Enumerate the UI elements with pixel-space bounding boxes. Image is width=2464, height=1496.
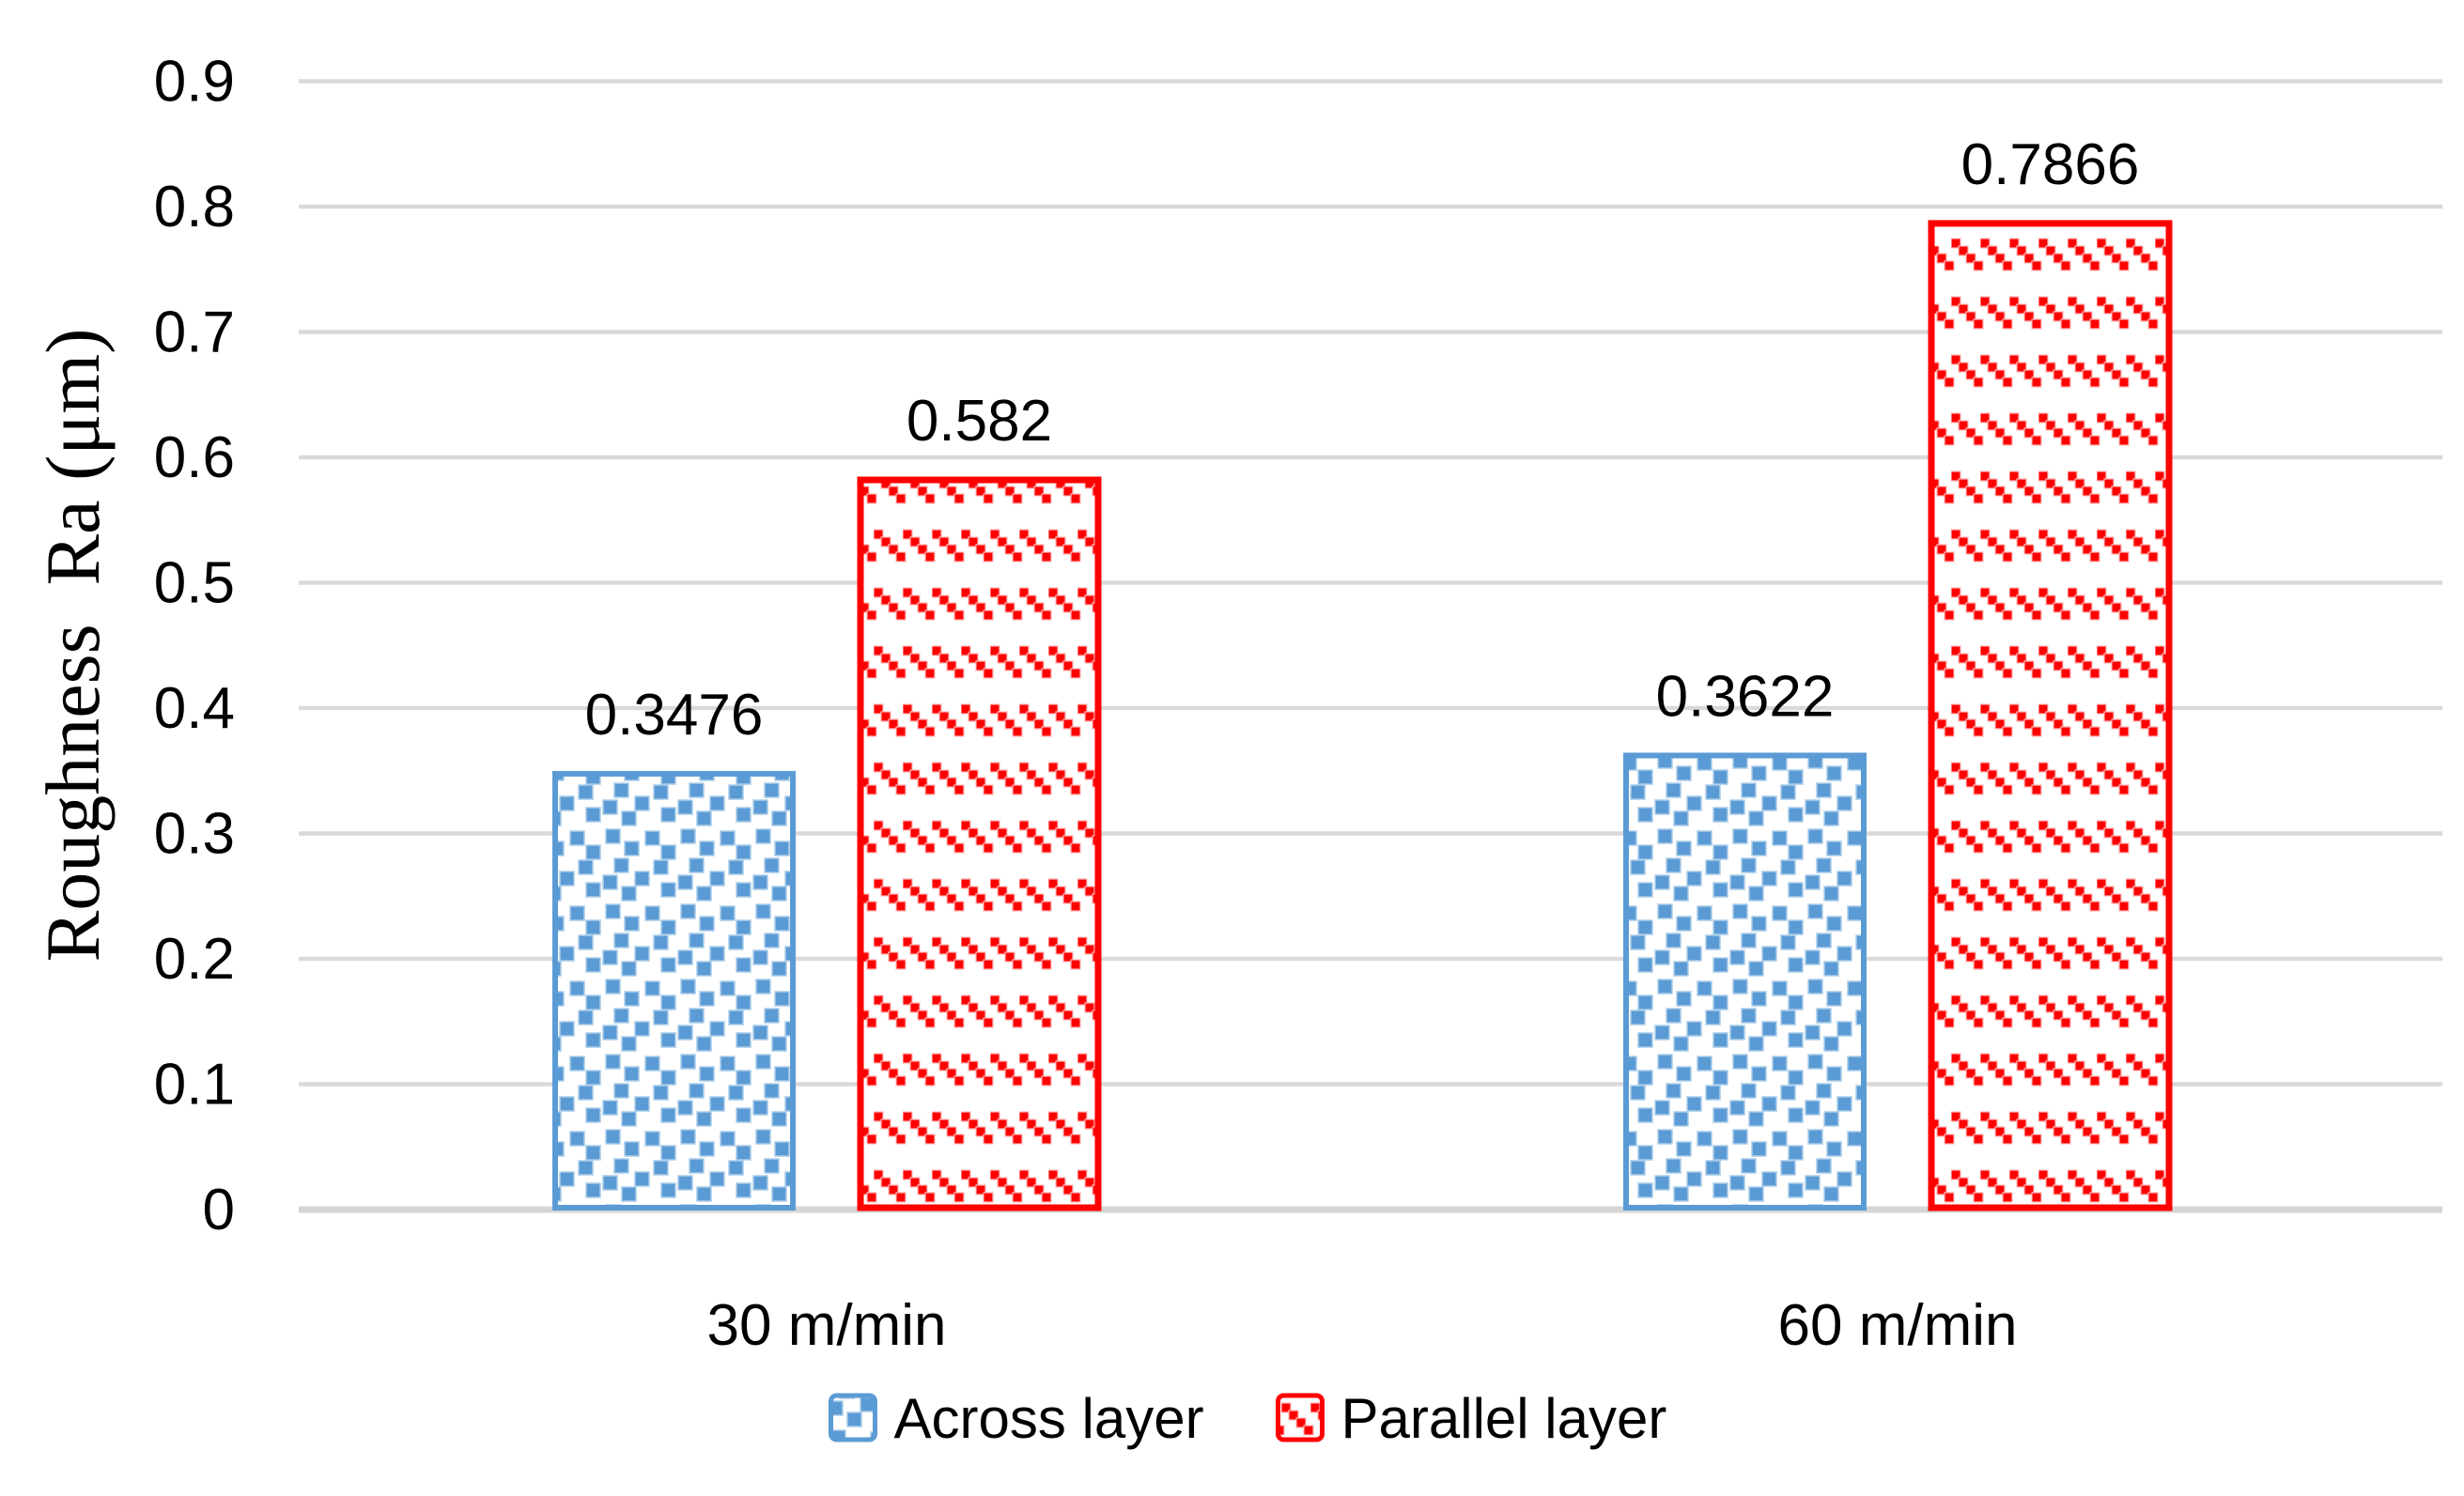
y-tick-label: 0.4	[154, 676, 235, 741]
y-tick-label: 0	[203, 1178, 235, 1242]
data-label: 0.3622	[1656, 664, 1835, 729]
legend: Across layer Parallel layer	[829, 1387, 1667, 1450]
category-label: 30 m/min	[707, 1293, 947, 1358]
y-tick-label: 0.2	[154, 927, 235, 992]
bar-parallel-layer-60m/min	[1928, 220, 2173, 1211]
y-axis-tick-labels: 0 0.1 0.2 0.3 0.4 0.5 0.6 0.7 0.8 0.9	[154, 50, 235, 1243]
data-label: 0.3476	[585, 683, 764, 748]
legend-label: Across layer	[894, 1387, 1204, 1450]
y-tick-label: 0.9	[154, 50, 235, 115]
y-axis-title: Roughness Ra (μm)	[30, 329, 116, 963]
data-label: 0.582	[907, 389, 1052, 454]
bar-across-layer-60m/min	[1623, 752, 1867, 1211]
bars	[552, 220, 2173, 1211]
y-tick-label: 0.6	[154, 425, 235, 490]
data-label: 0.7866	[1961, 132, 2140, 197]
bar-parallel-layer-30m/min	[857, 476, 1102, 1211]
category-label: 60 m/min	[1778, 1293, 2018, 1358]
data-labels: 0.3476 0.3622 0.582 0.7866	[585, 132, 2140, 748]
legend-item-across-layer: Across layer	[829, 1387, 1204, 1450]
y-tick-label: 0.8	[154, 175, 235, 239]
y-tick-label: 0.1	[154, 1053, 235, 1118]
y-tick-label: 0.3	[154, 802, 235, 867]
legend-swatch	[1276, 1393, 1325, 1442]
legend-label: Parallel layer	[1341, 1387, 1667, 1450]
bar-across-layer-30m/min	[552, 770, 796, 1211]
x-axis-category-labels: 30 m/min 60 m/min	[707, 1293, 2018, 1358]
y-tick-label: 0.7	[154, 301, 235, 365]
y-tick-label: 0.5	[154, 551, 235, 616]
legend-swatch	[829, 1393, 877, 1442]
legend-item-parallel-layer: Parallel layer	[1276, 1387, 1667, 1450]
